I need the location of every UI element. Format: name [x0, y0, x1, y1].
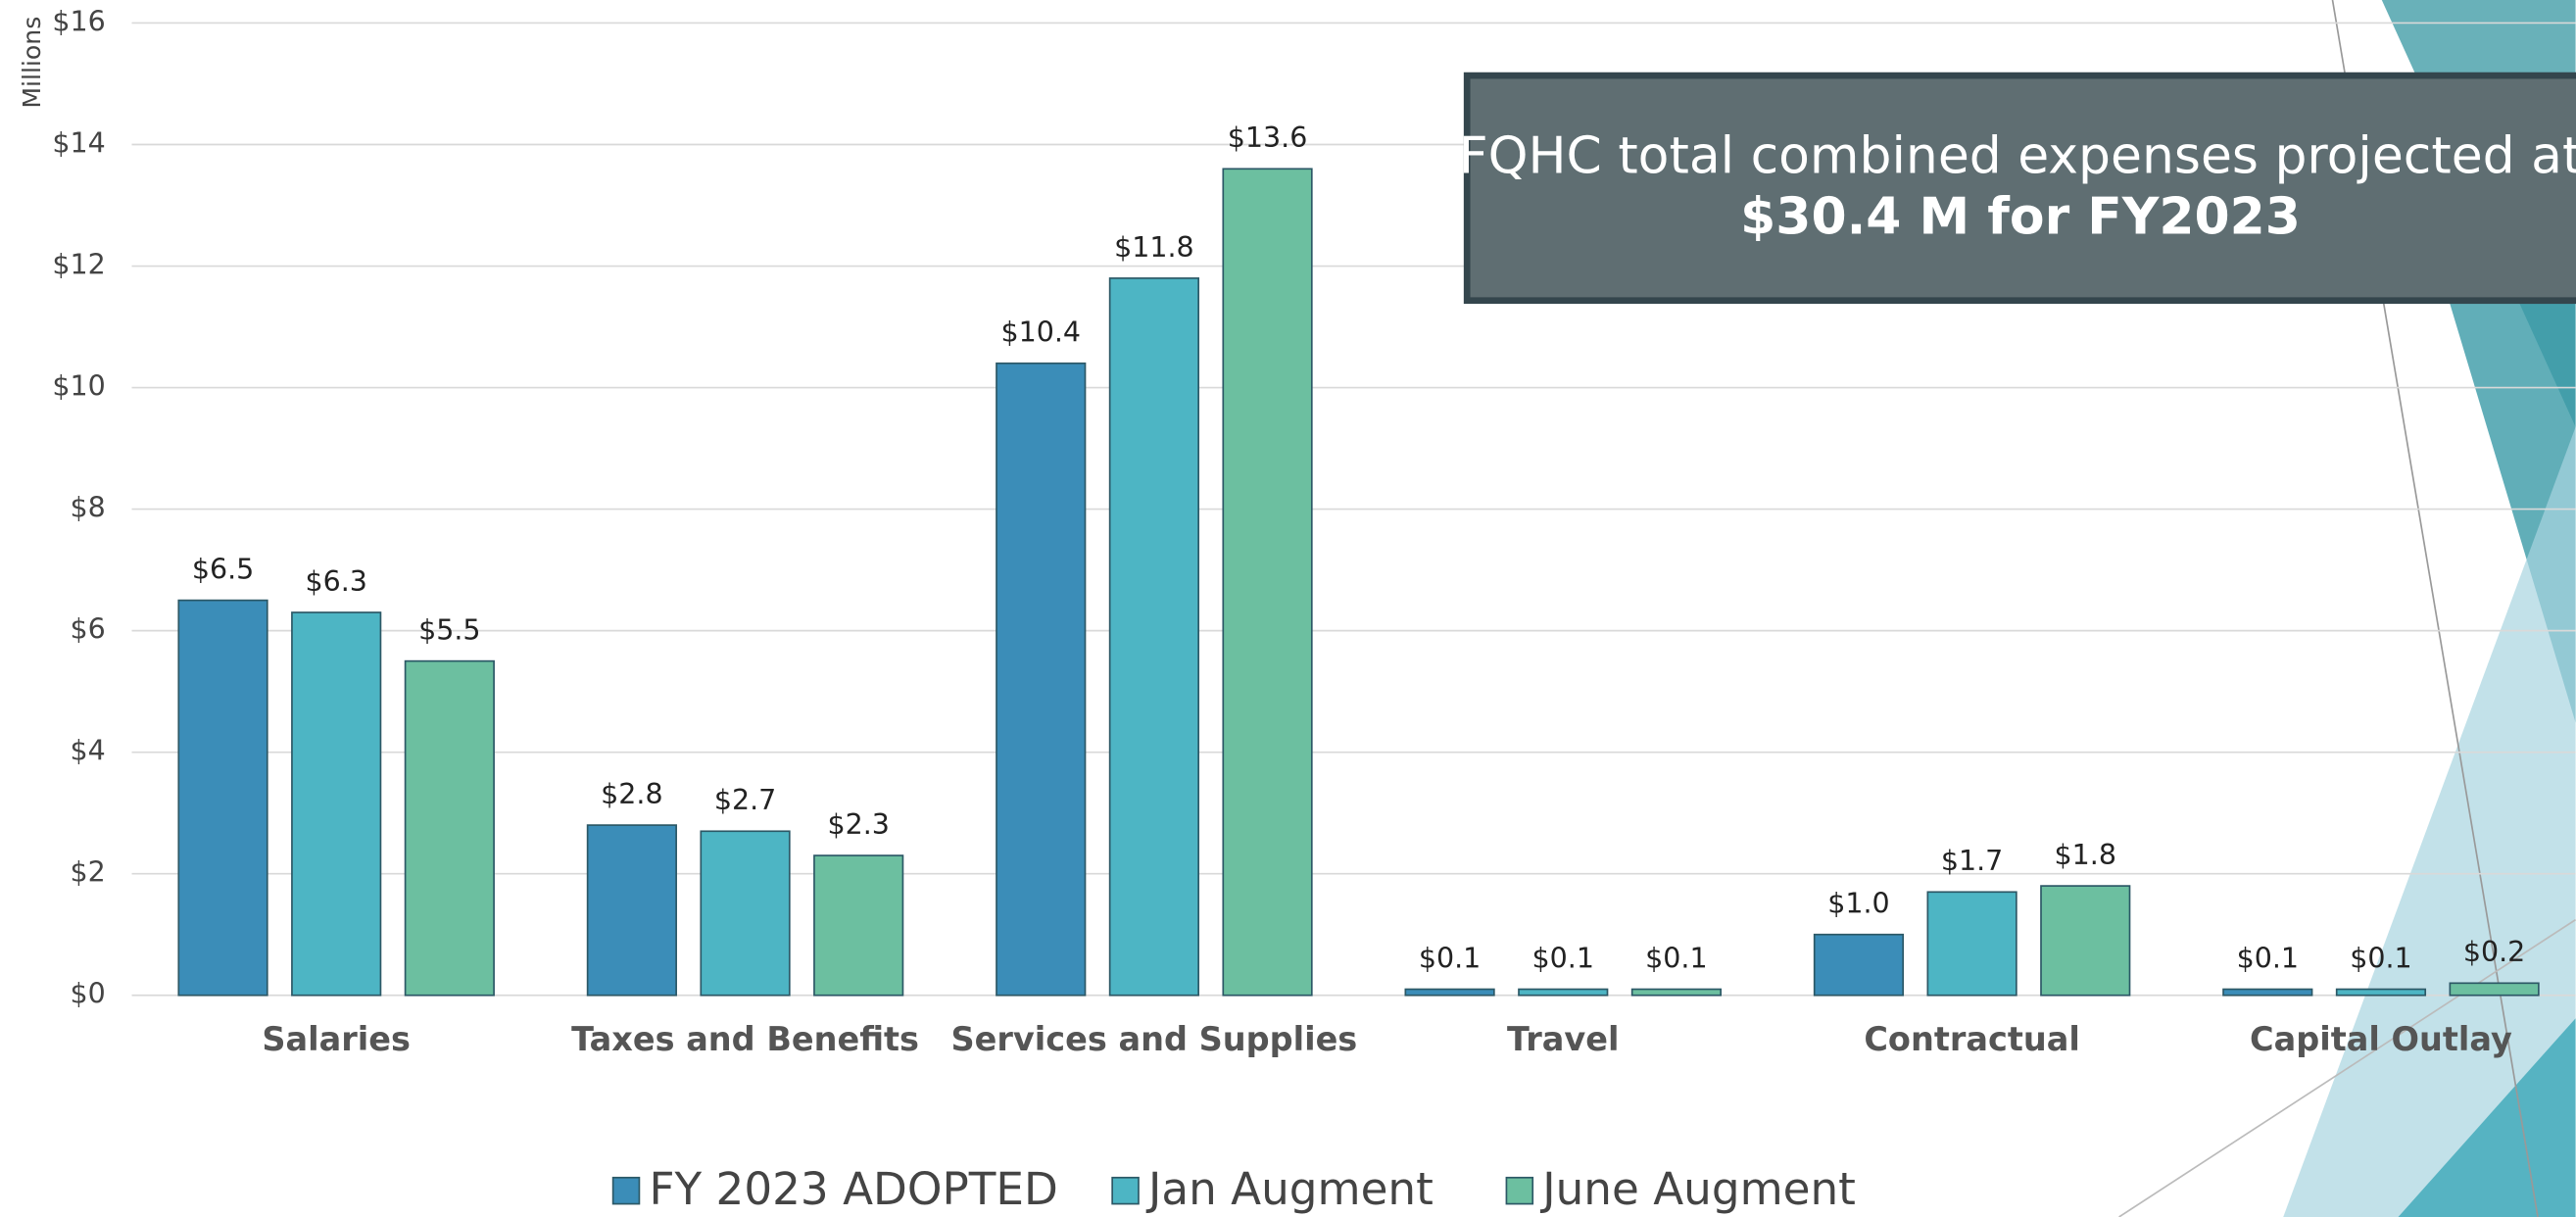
annotation-text: $30.4 M for FY2023 — [1740, 188, 2301, 247]
bar — [1630, 988, 1722, 997]
bar — [1404, 988, 1495, 997]
y-tick-label: $0 — [70, 978, 105, 1010]
bar — [177, 599, 268, 997]
data-label: $1.0 — [1827, 888, 1889, 920]
x-tick-label: Salaries — [262, 1020, 411, 1058]
bar — [813, 854, 904, 997]
x-tick-label: Services and Supplies — [951, 1020, 1358, 1058]
y-tick-label: $14 — [52, 126, 105, 159]
data-label: $6.3 — [305, 565, 366, 598]
x-tick-label: Travel — [1507, 1020, 1619, 1058]
bar — [2449, 982, 2540, 997]
bar — [996, 362, 1087, 997]
data-label: $5.5 — [418, 613, 480, 646]
bar — [404, 659, 495, 997]
y-tick-label: $2 — [70, 856, 105, 889]
y-axis-label: Millions — [18, 17, 46, 109]
bar — [700, 830, 791, 997]
legend-label: Jan Augment — [1145, 1163, 1434, 1215]
data-label: $10.4 — [1000, 316, 1081, 349]
bar — [1926, 891, 2017, 997]
data-label: $11.8 — [1114, 231, 1194, 264]
bar — [291, 611, 382, 997]
legend-label: June Augment — [1539, 1163, 1856, 1215]
y-tick-label: $4 — [70, 735, 105, 767]
x-tick-label: Contractual — [1864, 1020, 2080, 1058]
data-label: $1.8 — [2055, 839, 2116, 871]
legend-swatch — [611, 1176, 641, 1205]
bar — [2040, 885, 2131, 997]
data-label: $0.1 — [2237, 942, 2299, 974]
y-tick-label: $16 — [52, 5, 105, 37]
legend-swatch — [1111, 1176, 1140, 1205]
bar — [1108, 277, 1199, 997]
bar — [1518, 988, 1609, 997]
x-tick-label: Taxes and Benefits — [571, 1020, 919, 1058]
bar — [2222, 988, 2313, 997]
annotation-text: FQHC total combined expenses projected a… — [1459, 127, 2576, 186]
bar — [586, 824, 677, 997]
bar — [2335, 988, 2427, 997]
data-label: $13.6 — [1228, 122, 1308, 154]
data-label: $1.7 — [1941, 845, 2003, 877]
y-tick-label: $6 — [70, 613, 105, 646]
annotation-box — [1463, 72, 2576, 305]
bar — [1222, 168, 1313, 997]
data-label: $6.5 — [192, 553, 254, 585]
bar — [1813, 933, 1905, 997]
x-tick-label: Capital Outlay — [2250, 1020, 2512, 1058]
data-label: $0.1 — [2350, 942, 2411, 974]
data-label: $0.1 — [1645, 942, 1707, 974]
data-label: $2.3 — [827, 808, 889, 841]
data-label: $2.8 — [601, 778, 662, 810]
y-tick-label: $12 — [52, 249, 105, 281]
data-label: $0.1 — [1419, 942, 1481, 974]
legend-label: FY 2023 ADOPTED — [649, 1163, 1057, 1215]
legend-swatch — [1505, 1176, 1534, 1205]
y-tick-label: $8 — [70, 492, 105, 524]
y-tick-label: $10 — [52, 370, 105, 403]
data-label: $0.1 — [1532, 942, 1594, 974]
data-label: $2.7 — [714, 784, 776, 816]
data-label: $0.2 — [2463, 936, 2525, 968]
